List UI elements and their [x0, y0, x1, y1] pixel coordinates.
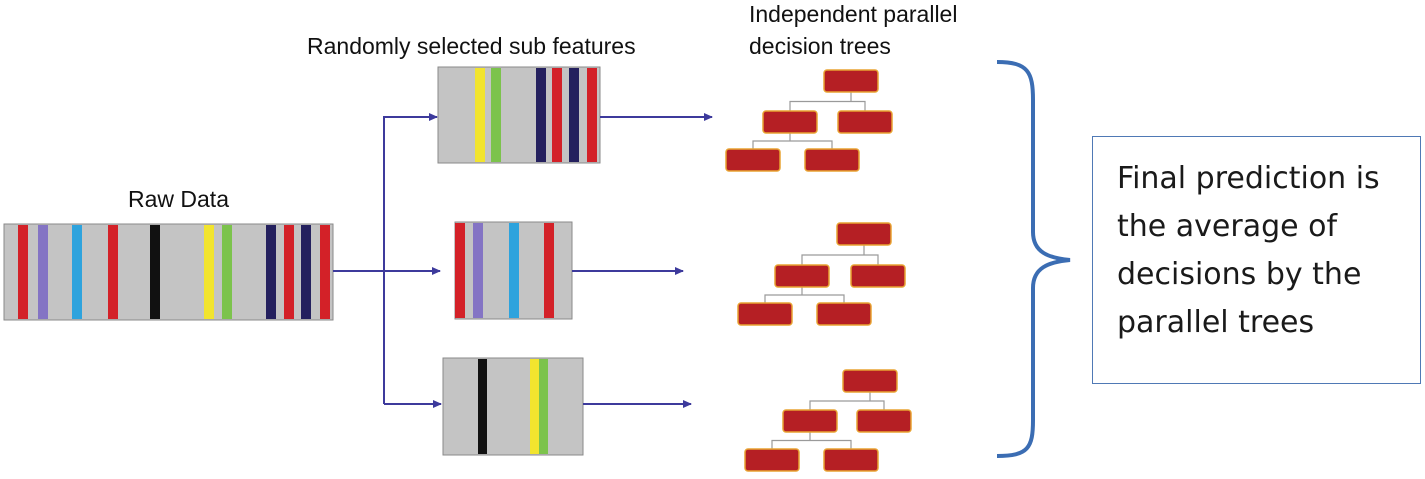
- decision-tree-2: [737, 222, 906, 326]
- tree-root-node: [842, 369, 898, 393]
- feature-bar-blue: [72, 225, 82, 319]
- tree-node: [850, 264, 906, 288]
- tree-edge: [752, 133, 833, 149]
- tree-edge: [801, 245, 879, 265]
- feature-bar-green: [539, 359, 548, 454]
- tree-node: [774, 264, 830, 288]
- tree-node: [856, 409, 912, 433]
- tree-edge: [789, 92, 866, 111]
- feature-bar-navy: [536, 68, 546, 162]
- tree-edge: [764, 287, 845, 303]
- feature-bar-red: [320, 225, 330, 319]
- trees-label-line2: decision trees: [749, 33, 891, 59]
- tree-node: [725, 148, 781, 172]
- feature-bar-red: [284, 225, 294, 319]
- feature-bar-purple: [473, 223, 483, 318]
- strip-background: [442, 357, 584, 456]
- tree-node: [804, 148, 860, 172]
- curly-brace: [996, 60, 1071, 458]
- sub-features-label: Randomly selected sub features: [307, 33, 636, 59]
- strip-background: [3, 223, 334, 321]
- feature-bar-yellow: [204, 225, 214, 319]
- tree-node: [737, 302, 793, 326]
- tree-arrows: [572, 113, 713, 408]
- arrow-to-subset-1: [383, 113, 438, 404]
- feature-bar-red: [108, 225, 118, 319]
- feature-bar-navy: [266, 225, 276, 319]
- feature-bar-yellow: [475, 68, 485, 162]
- decision-tree-3: [744, 369, 912, 472]
- decision-tree-1: [725, 69, 893, 172]
- subset-strip-3: [442, 357, 584, 456]
- feature-bar-blue: [509, 223, 519, 318]
- subset-strip-1: [437, 66, 601, 164]
- split-arrows: [333, 113, 442, 408]
- tree-node: [837, 110, 893, 134]
- tree-root-node: [823, 69, 879, 93]
- tree-node: [762, 110, 818, 134]
- feature-bar-red: [552, 68, 562, 162]
- tree-node: [782, 409, 838, 433]
- tree-edge: [771, 432, 852, 449]
- feature-bar-black: [478, 359, 487, 454]
- trees-label-line1: Independent parallel: [749, 1, 957, 27]
- tree-edge: [809, 392, 885, 410]
- subset-strip-2: [454, 221, 573, 320]
- feature-bar-green: [491, 68, 501, 162]
- tree-node: [816, 302, 872, 326]
- tree-node: [823, 448, 879, 472]
- feature-bar-black: [150, 225, 160, 319]
- feature-bar-green: [222, 225, 232, 319]
- raw-data-strip: [3, 223, 334, 321]
- tree-node: [744, 448, 800, 472]
- feature-bar-navy: [301, 225, 311, 319]
- final-prediction-box: Final prediction is the average of decis…: [1092, 136, 1421, 384]
- feature-bar-purple: [38, 225, 48, 319]
- raw-data-label: Raw Data: [128, 186, 229, 212]
- feature-bar-yellow: [530, 359, 539, 454]
- tree-root-node: [836, 222, 892, 246]
- feature-bar-red: [544, 223, 554, 318]
- feature-bar-red: [587, 68, 597, 162]
- feature-bar-navy: [569, 68, 579, 162]
- feature-bar-red: [455, 223, 465, 318]
- feature-bar-red: [18, 225, 28, 319]
- final-prediction-text: Final prediction is the average of decis…: [1117, 161, 1380, 340]
